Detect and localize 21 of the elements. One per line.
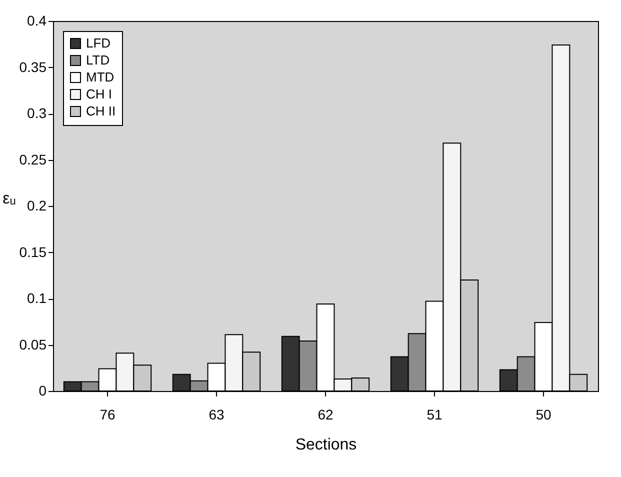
legend-label: CH II	[86, 104, 116, 118]
y-tick-label: 0.4	[27, 12, 47, 28]
x-axis-title: Sections	[295, 436, 357, 454]
x-tick-label: 62	[318, 406, 334, 422]
y-tick-label: 0.05	[19, 336, 47, 352]
y-tick-label: 0.15	[19, 244, 47, 260]
legend-label: MTD	[86, 70, 114, 84]
x-tick-label: 63	[208, 406, 224, 422]
y-tick-label: 0.25	[19, 151, 47, 168]
y-tick-label: 0.3	[27, 105, 47, 121]
legend-label: LTD	[86, 52, 110, 68]
y-tick-label: 0	[38, 382, 47, 398]
x-tick-label: 50	[536, 406, 552, 422]
legend-label: LFD	[86, 36, 111, 50]
x-tick-label: 51	[426, 406, 442, 422]
y-tick-label: 0.35	[19, 58, 47, 75]
y-tick-label: 0.1	[27, 290, 47, 306]
legend-label: CH I	[86, 86, 112, 102]
y-axis-title: εᵤ	[2, 190, 16, 208]
y-tick-label: 0.2	[27, 198, 47, 214]
x-tick-label: 76	[100, 406, 116, 422]
